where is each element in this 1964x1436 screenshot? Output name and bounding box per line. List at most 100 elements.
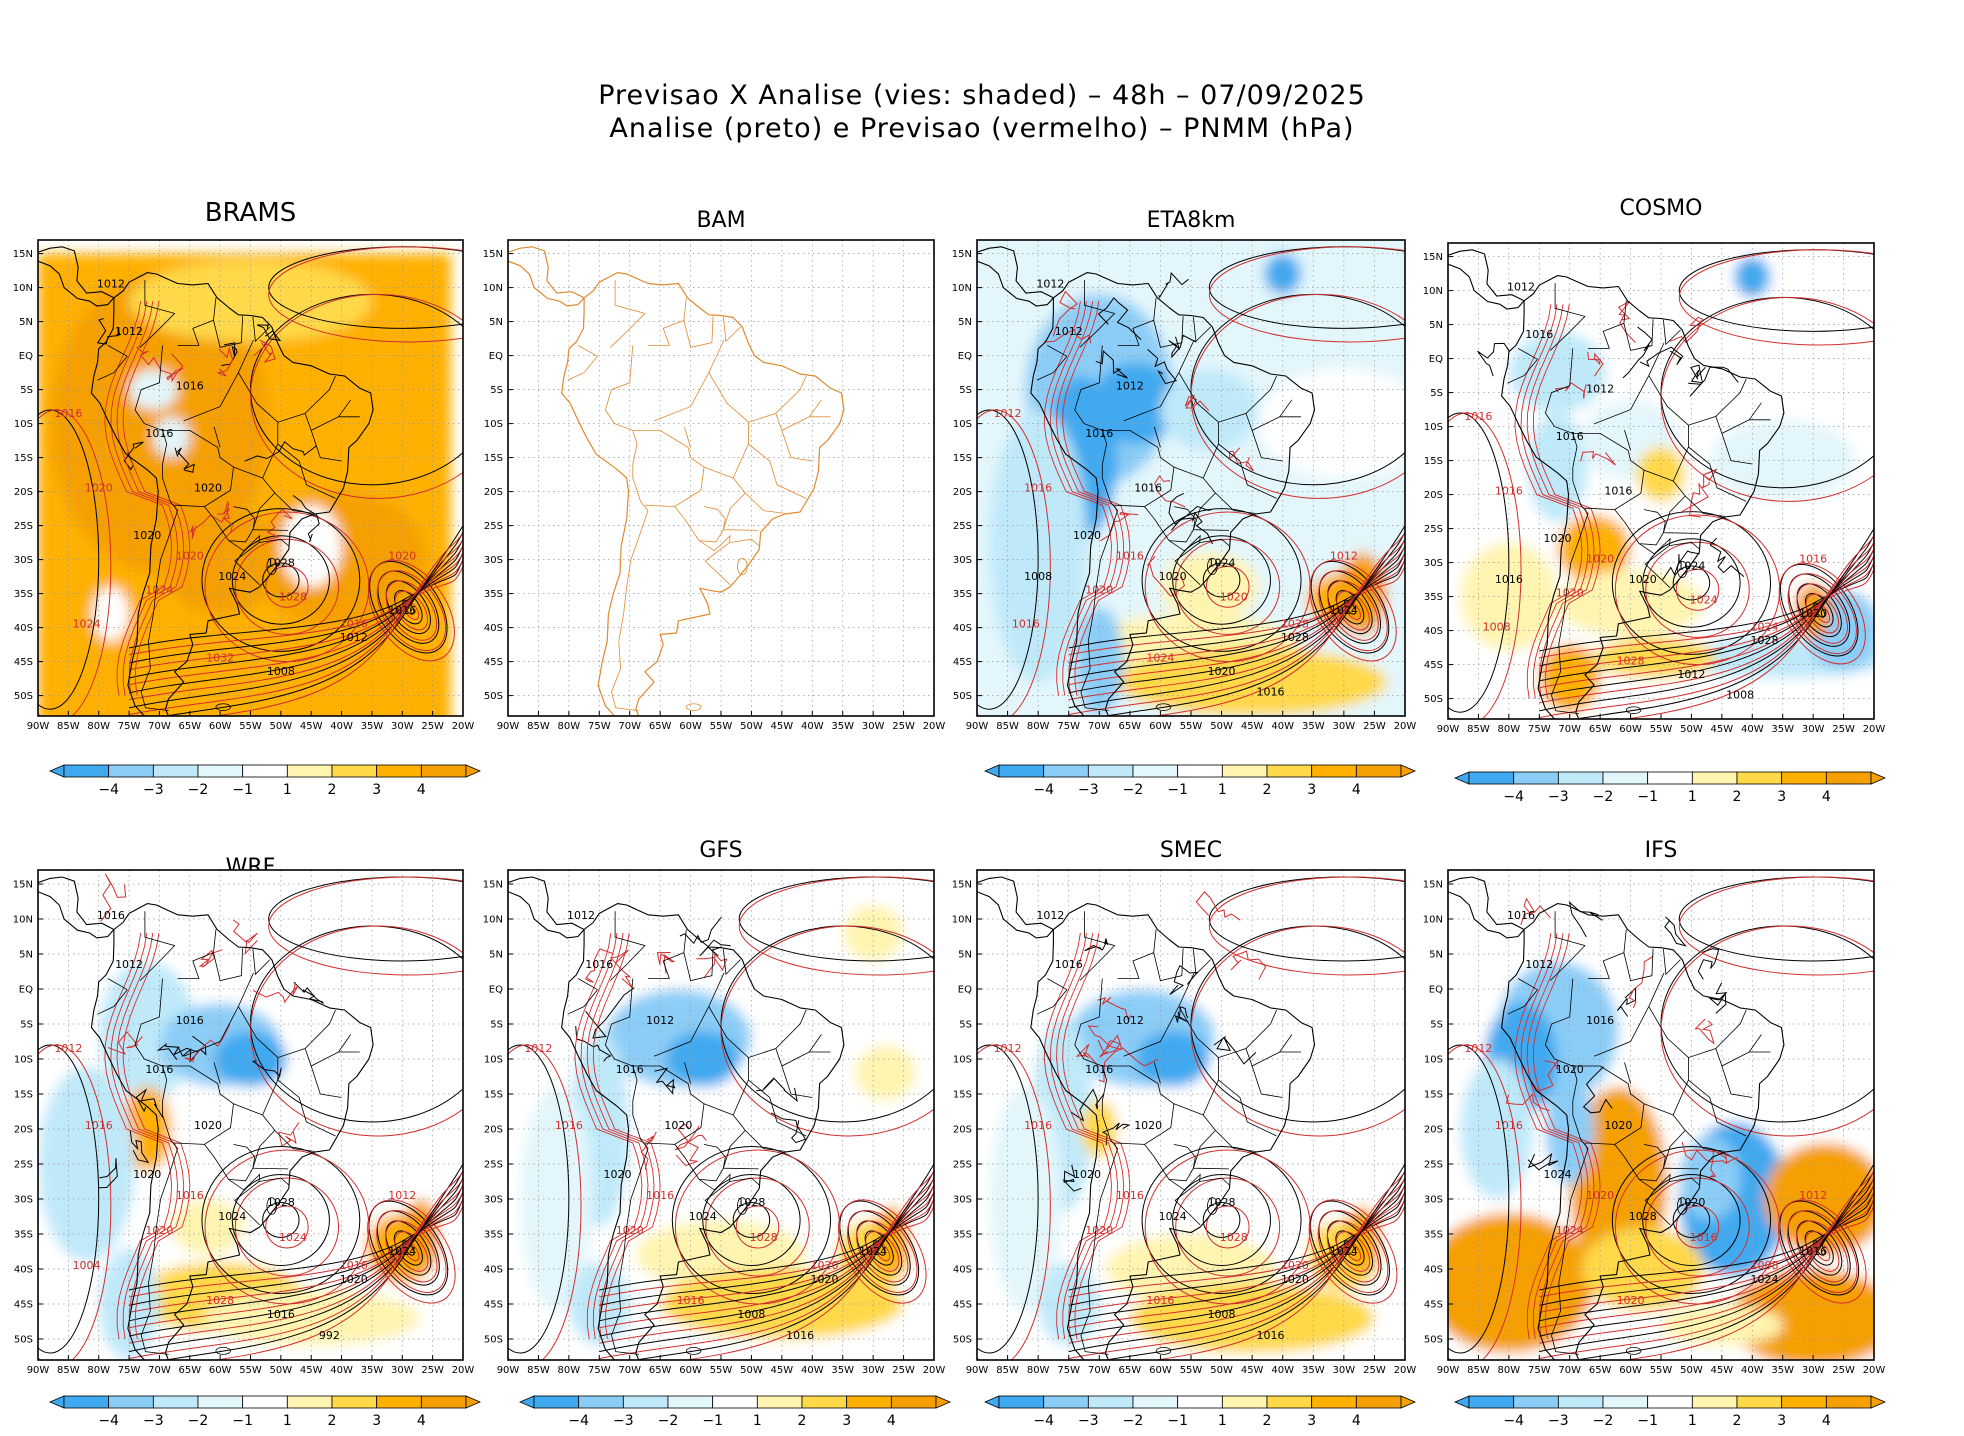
political-border: [1153, 297, 1184, 348]
political-border: [1662, 495, 1699, 534]
contour-forecast: [1526, 304, 1595, 699]
lat-tick-label: 15N: [13, 880, 33, 891]
contour-label-forecast: 1016: [176, 1189, 204, 1202]
contour-label-analysis: 1016: [1256, 1329, 1284, 1342]
contour-label-analysis: 1016: [1134, 482, 1162, 495]
lat-tick-label: 15N: [952, 880, 972, 891]
contour-analysis: [256, 322, 282, 342]
colorbar-bin: [846, 1395, 892, 1409]
lon-tick-label: 30W: [391, 1365, 414, 1376]
colorbar-bin: [1647, 1395, 1693, 1409]
contour-label-forecast: 1016: [555, 1119, 583, 1132]
lat-tick-label: 20S: [1424, 1125, 1443, 1136]
contour-analysis: [699, 939, 731, 957]
political-border: [653, 972, 725, 1057]
colorbar-bin: [1691, 771, 1738, 785]
colorbar-label: 2: [1733, 789, 1742, 805]
colorbar-label: −3: [1078, 782, 1099, 798]
lon-tick-label: 25W: [1363, 1365, 1386, 1376]
contour-label-analysis: 1012: [1116, 1014, 1144, 1027]
central-america-coast: [38, 876, 115, 939]
contour-analysis: [1213, 1036, 1257, 1065]
lat-tick-label: 15S: [953, 1090, 972, 1101]
political-border: [708, 1006, 807, 1059]
colorbar-left-arrow: [1453, 1395, 1470, 1409]
contour-forecast: [1190, 925, 1405, 1137]
contour-analysis: [1326, 1220, 1374, 1276]
contour-forecast: [720, 925, 934, 1137]
pressure-contours: [977, 876, 1405, 1360]
axis-ticks: 15N 10N 5N EQ 5S 10S 15S 20S 25S 30S 35S 40S 45S 50S 9…: [13, 880, 475, 1377]
lon-tick-label: 65W: [1589, 1365, 1612, 1376]
lon-tick-label: 75W: [1057, 721, 1080, 732]
colorbar-label: −1: [1637, 1413, 1658, 1429]
bias-area: [1160, 369, 1259, 451]
contour-analysis: [1169, 964, 1199, 995]
contour-label-analysis: 1024: [1208, 556, 1236, 569]
contour-analysis: [1068, 1191, 1405, 1306]
lon-tick-label: 90W: [497, 1365, 520, 1376]
contour-analysis: [756, 1077, 798, 1103]
contour-forecast: [1532, 932, 1601, 1340]
political-border: [1663, 319, 1681, 346]
political-border: [338, 1034, 352, 1053]
axis-ticks: 15N 10N 5N EQ 5S 10S 15S 20S 25S 30S 35S 40S 45S 50S 9…: [1423, 880, 1886, 1377]
political-border: [213, 929, 243, 982]
political-border: [1192, 1130, 1229, 1170]
contour-analysis: [1616, 987, 1637, 1017]
central-america-coast: [1448, 876, 1525, 939]
political-border: [1123, 339, 1195, 422]
political-border: [1080, 477, 1119, 711]
colorbar-bin: [1468, 1395, 1515, 1409]
colorbar-bin: [1266, 1395, 1313, 1409]
contour-forecast: [166, 353, 184, 383]
bias-area: [159, 505, 281, 614]
lon-tick-label: 90W: [1437, 1365, 1460, 1376]
political-border: [304, 1048, 360, 1067]
political-border: [1047, 345, 1068, 357]
lat-tick-label: 10N: [952, 915, 972, 926]
lon-tick-label: 55W: [1180, 721, 1203, 732]
lagoon: [1207, 1197, 1218, 1215]
political-border: [567, 989, 598, 1015]
lon-tick-label: 55W: [239, 721, 262, 732]
lon-tick-label: 85W: [57, 1365, 80, 1376]
political-border: [1102, 1065, 1175, 1145]
colorbar-bin: [286, 764, 333, 778]
contour-analysis: [1147, 349, 1178, 385]
lon-tick-label: 50W: [1680, 724, 1703, 735]
contour-label-analysis: 1028: [267, 556, 295, 569]
contour-forecast: [1678, 249, 1874, 346]
political-border: [1517, 348, 1538, 360]
contour-analysis: [1141, 1146, 1302, 1294]
colorbar-label: 3: [1777, 789, 1786, 805]
lat-tick-label: 40S: [953, 1265, 972, 1276]
political-border: [1047, 978, 1068, 991]
contour-label-analysis: 1020: [133, 529, 161, 542]
political-border: [781, 1065, 813, 1098]
lon-tick-label: 40W: [1741, 1365, 1764, 1376]
contour-forecast: [674, 1125, 707, 1151]
contour-forecast: [1587, 351, 1604, 377]
lat-tick-label: EQ: [19, 351, 33, 362]
contour-label-analysis: 1020: [1159, 570, 1187, 583]
lat-tick-label: 15S: [484, 1090, 503, 1101]
political-border: [1549, 911, 1586, 981]
lat-tick-label: EQ: [489, 985, 503, 996]
lat-tick-label: 30S: [484, 555, 503, 566]
political-border: [1168, 534, 1201, 586]
political-border: [1251, 430, 1283, 462]
lon-tick-label: 40W: [330, 721, 353, 732]
political-border: [722, 1130, 759, 1170]
contour-forecast: [1175, 1177, 1281, 1277]
contour-label-analysis: 1016: [1495, 573, 1523, 586]
contour-analysis: [679, 916, 722, 944]
lon-tick-label: 45W: [1241, 721, 1264, 732]
lon-tick-label: 65W: [1119, 721, 1142, 732]
contour-forecast: [234, 1177, 340, 1277]
contour-analysis: [1662, 550, 1700, 581]
political-border: [1199, 538, 1230, 547]
lat-tick-label: 25S: [484, 1160, 503, 1171]
map-panel-smec: 1012101610121016102010201024102810201024…: [952, 869, 1416, 1376]
colorbar-bin: [108, 1395, 154, 1409]
